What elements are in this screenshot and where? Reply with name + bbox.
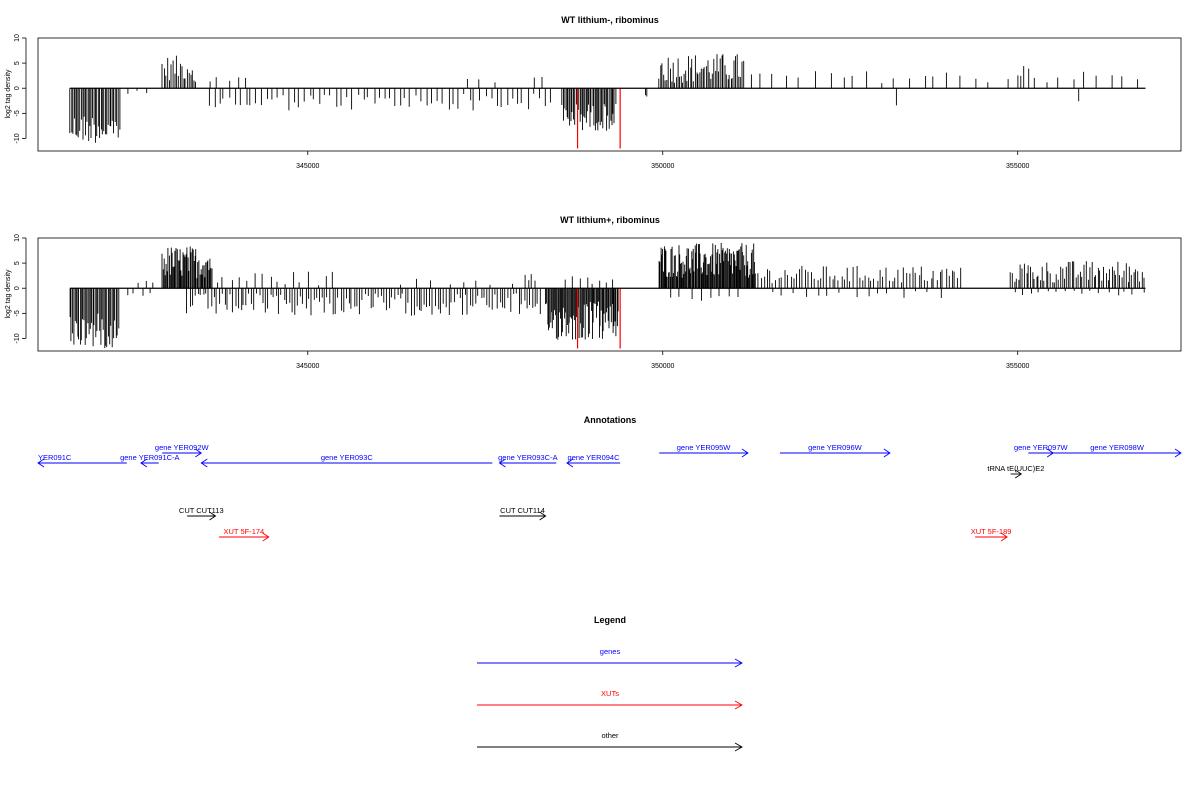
strand-arrow-icon — [741, 448, 749, 458]
x-tick-label: 350000 — [651, 163, 674, 170]
x-tick-label: 350000 — [651, 363, 674, 370]
annotation-feature: gene YER093C — [200, 453, 493, 468]
highlight-markers — [576, 288, 621, 349]
strand-arrow-icon — [209, 511, 217, 521]
feature-label: gene YER095W — [677, 443, 732, 452]
annotation-feature: CUT CUT114 — [499, 506, 547, 521]
feature-label: tRNA tE(UUC)E2 — [987, 464, 1044, 473]
feature-label: gene YER093C-A — [498, 453, 557, 462]
y-tick-label: -5 — [14, 310, 21, 316]
strand-arrow-icon — [1174, 448, 1182, 458]
x-tick-label: 355000 — [1006, 163, 1029, 170]
strand-arrow-icon — [195, 448, 203, 458]
annotation-feature: gene YER091C-A — [120, 453, 180, 468]
legend-title: Legend — [594, 615, 626, 625]
strand-arrow-icon — [1015, 469, 1023, 479]
annotation-feature: gene YER098W — [1053, 443, 1182, 458]
y-tick-label: 10 — [14, 234, 21, 242]
y-tick-label: -5 — [14, 110, 21, 116]
strand-arrow-icon — [1000, 532, 1008, 542]
legend-arrow-icon — [734, 658, 743, 668]
panel-title: WT lithium-, ribominus — [561, 15, 659, 25]
feature-label: gene YER094C — [568, 453, 621, 462]
legend-item: XUTs — [477, 689, 743, 710]
bar-series — [69, 243, 1145, 349]
strand-arrow-icon — [566, 458, 574, 468]
annotation-feature: gene YER092W — [155, 443, 210, 458]
coverage-panel-lithium-minus: WT lithium-, ribominus log2 tag density … — [5, 15, 1182, 170]
y-axis-label: log2 tag density — [5, 69, 12, 119]
legend-label: XUTs — [601, 689, 619, 698]
feature-label: gene YER092W — [155, 443, 210, 452]
feature-label: XUT 5F-174 — [224, 527, 265, 536]
y-tick-label: 5 — [14, 261, 21, 265]
plot-frame — [37, 237, 1182, 352]
y-tick-label: 0 — [14, 286, 21, 290]
feature-label: gene YER091C-A — [120, 453, 179, 462]
x-axis: 345000 350000 355000 — [296, 151, 1029, 170]
strand-arrow-icon — [498, 458, 506, 468]
coverage-panel-lithium-plus: WT lithium+, ribominus log2 tag density … — [5, 215, 1182, 370]
legend: Legend genes XUTs other — [477, 615, 743, 752]
panel-title: WT lithium+, ribominus — [560, 215, 660, 225]
highlight-markers — [576, 88, 621, 149]
strand-arrow-icon — [140, 458, 148, 468]
annotation-feature: XUT 5F-174 — [219, 527, 270, 542]
legend-item: other — [477, 731, 743, 752]
y-tick-label: -10 — [14, 333, 21, 343]
annotation-feature: gene YER096W — [779, 443, 891, 458]
feature-label: CUT CUT114 — [500, 506, 545, 515]
strand-arrow-icon — [539, 511, 547, 521]
feature-label: gene YER098W — [1090, 443, 1145, 452]
y-tick-label: 0 — [14, 86, 21, 90]
feature-label: gene YER096W — [808, 443, 863, 452]
plot-frame — [37, 37, 1182, 152]
feature-label: XUT 5F-189 — [971, 527, 1012, 536]
strand-arrow-icon — [200, 458, 208, 468]
legend-arrow-icon — [734, 700, 743, 710]
feature-label: gene YER097W — [1014, 443, 1069, 452]
annotations-title: Annotations — [584, 415, 637, 425]
y-tick-label: -10 — [14, 133, 21, 143]
legend-item: genes — [477, 647, 743, 668]
feature-label: YER091C — [38, 453, 72, 462]
annotation-feature: gene YER097W — [1014, 443, 1069, 458]
bar-series — [69, 54, 1139, 143]
annotation-feature: XUT 5F-189 — [971, 527, 1012, 542]
y-tick-label: 5 — [14, 61, 21, 65]
y-tick-label: 10 — [14, 34, 21, 42]
feature-label: gene YER093C — [321, 453, 374, 462]
x-tick-label: 345000 — [296, 363, 319, 370]
legend-items: genes XUTs other — [477, 647, 743, 752]
strand-arrow-icon — [37, 458, 45, 468]
strand-arrow-icon — [883, 448, 891, 458]
strand-arrow-icon — [262, 532, 270, 542]
annotation-feature: YER091C — [37, 453, 127, 468]
annotation-feature: tRNA tE(UUC)E2 — [987, 464, 1044, 479]
y-axis: 10 5 0 -5 -10 — [14, 34, 27, 144]
x-axis: 345000 350000 355000 — [296, 351, 1029, 370]
y-axis-label: log2 tag density — [5, 269, 12, 319]
legend-label: genes — [600, 647, 621, 656]
x-tick-label: 345000 — [296, 163, 319, 170]
annotation-feature: gene YER095W — [659, 443, 749, 458]
annotation-feature: gene YER093C-A — [498, 453, 558, 468]
feature-label: CUT CUT113 — [179, 506, 224, 515]
annotation-feature: CUT CUT113 — [179, 506, 224, 521]
x-tick-label: 355000 — [1006, 363, 1029, 370]
legend-arrow-icon — [734, 742, 743, 752]
y-axis: 10 5 0 -5 -10 — [14, 234, 27, 344]
annotation-feature: gene YER094C — [566, 453, 621, 468]
legend-label: other — [601, 731, 619, 740]
